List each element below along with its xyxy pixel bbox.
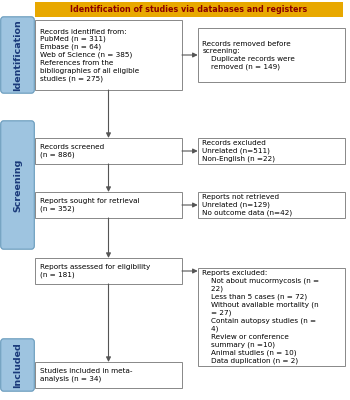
FancyBboxPatch shape (35, 192, 182, 218)
Text: Reports assessed for eligibility
(n = 181): Reports assessed for eligibility (n = 18… (40, 264, 150, 278)
FancyBboxPatch shape (198, 138, 345, 164)
Text: Screening: Screening (13, 158, 22, 212)
FancyBboxPatch shape (198, 268, 345, 366)
Text: Reports not retrieved
Unrelated (n=129)
No outcome data (n=42): Reports not retrieved Unrelated (n=129) … (202, 194, 292, 216)
FancyBboxPatch shape (1, 17, 34, 93)
FancyBboxPatch shape (35, 258, 182, 284)
FancyBboxPatch shape (1, 339, 34, 391)
Text: Records excluded
Unrelated (n=511)
Non-English (n =22): Records excluded Unrelated (n=511) Non-E… (202, 140, 275, 162)
Text: Reports sought for retrieval
(n = 352): Reports sought for retrieval (n = 352) (40, 198, 139, 212)
Text: Records screened
(n = 886): Records screened (n = 886) (40, 144, 104, 158)
Text: Records removed before
screening:
    Duplicate records were
    removed (n = 14: Records removed before screening: Duplic… (202, 40, 295, 70)
Text: Studies included in meta-
analysis (n = 34): Studies included in meta- analysis (n = … (40, 368, 132, 382)
FancyBboxPatch shape (198, 192, 345, 218)
FancyBboxPatch shape (35, 20, 182, 90)
FancyBboxPatch shape (1, 121, 34, 249)
FancyBboxPatch shape (35, 2, 343, 17)
Text: Reports excluded:
    Not about mucormycosis (n =
    22)
    Less than 5 cases : Reports excluded: Not about mucormycosis… (202, 270, 320, 364)
Text: Records identified from:
PubMed (n = 311)
Embase (n = 64)
Web of Science (n = 38: Records identified from: PubMed (n = 311… (40, 28, 139, 82)
FancyBboxPatch shape (198, 28, 345, 82)
Text: Included: Included (13, 342, 22, 388)
Text: Identification of studies via databases and registers: Identification of studies via databases … (70, 5, 308, 14)
FancyBboxPatch shape (35, 362, 182, 388)
Text: Identification: Identification (13, 19, 22, 91)
FancyBboxPatch shape (35, 138, 182, 164)
